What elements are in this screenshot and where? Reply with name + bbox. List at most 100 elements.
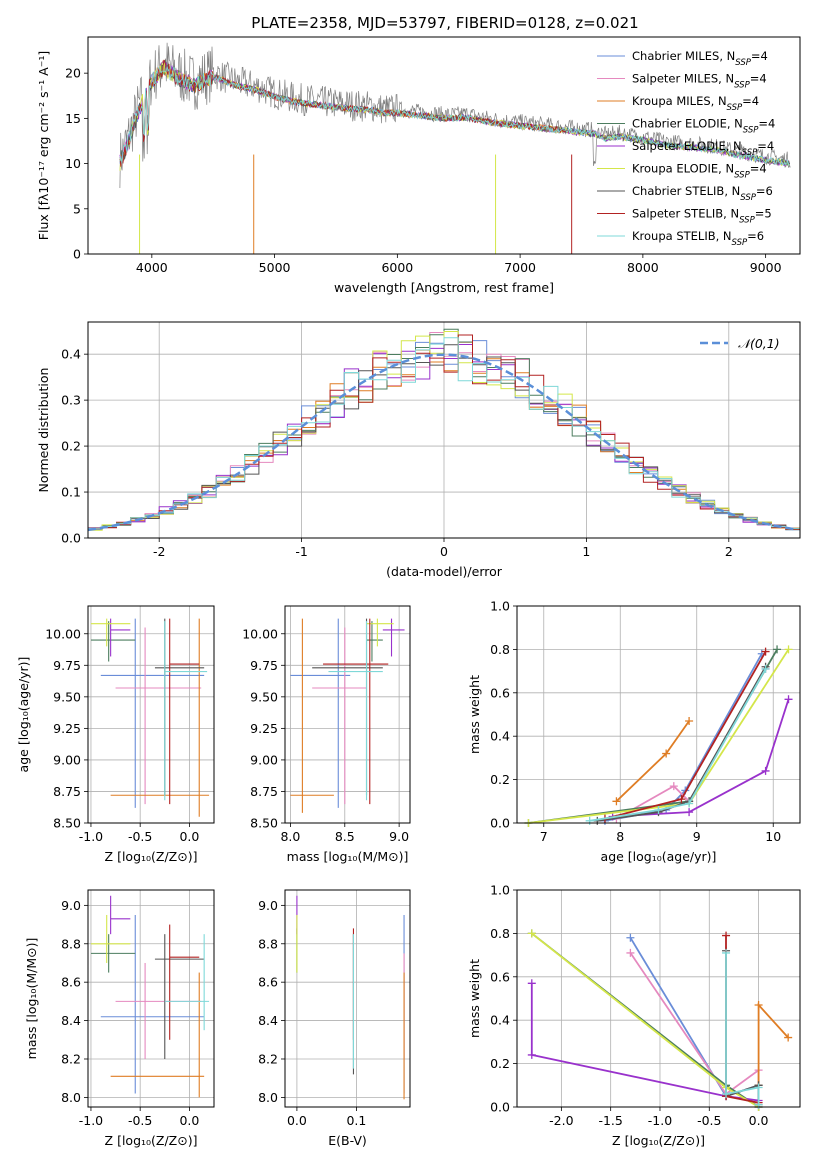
y-tick-label: 20 xyxy=(65,66,81,81)
mass-weight-marker xyxy=(754,1001,763,1010)
plot-area xyxy=(296,895,405,1100)
y-tick-label: 0.8 xyxy=(490,926,510,941)
x-tick-label: 8000 xyxy=(627,260,659,275)
legend-entry: Kroupa STELIB, NSSP=6 xyxy=(632,229,764,248)
mass-weight-marker xyxy=(761,664,770,673)
mass-weight-marker xyxy=(784,645,793,654)
mass-weight-marker xyxy=(754,1083,763,1092)
mass-weight-marker xyxy=(722,1089,731,1098)
y-tick-label: 9.75 xyxy=(53,658,81,673)
plot-area xyxy=(290,618,405,813)
y-tick-label: 8.6 xyxy=(61,975,81,990)
mass-weight-marker xyxy=(722,948,731,957)
y-tick-label: 0.0 xyxy=(490,816,510,831)
axes-residual_histogram: -2 -1 0 1 2 0.0 0.1 0.2 0.3 0.4 (data-model)/error… xyxy=(36,321,801,579)
mass-weight-marker xyxy=(527,1050,536,1059)
x-tick-label: 9000 xyxy=(750,260,782,275)
mass-weight-line xyxy=(725,952,760,1105)
y-tick-label: 9.25 xyxy=(250,721,278,736)
y-tick-label: 9.50 xyxy=(53,689,81,704)
axes-age_vs_mass: 8.0 8.5 9.0 8.50 8.75 9.00 9.25 9.50 9.75 10.00 ma… xyxy=(242,605,411,864)
y-tick-label: 8.75 xyxy=(250,784,278,799)
y-tick-label: 9.25 xyxy=(53,721,81,736)
mass-weight-marker xyxy=(685,799,694,808)
y-tick-label: 0.4 xyxy=(490,729,510,744)
mass-weight-marker xyxy=(626,933,635,942)
legend: Chabrier MILES, NSSP=4 Salpeter MILES, NS… xyxy=(597,49,775,248)
x-axis-label: age [log₁₀(age/yr)] xyxy=(601,849,717,864)
y-tick-label: 8.6 xyxy=(258,975,278,990)
y-axis-label: Flux [fλ10⁻¹⁷ erg cm⁻² s⁻¹ A⁻¹] xyxy=(36,51,51,240)
axes-frame xyxy=(284,889,411,1108)
y-tick-label: 9.0 xyxy=(61,898,81,913)
mass-weight-marker xyxy=(761,766,770,775)
mass-weight-line xyxy=(629,952,760,1107)
model-spectrum-line xyxy=(119,59,573,167)
mass-weight-marker xyxy=(784,1033,793,1042)
y-tick-label: 9.0 xyxy=(258,898,278,913)
x-tick-label: 6000 xyxy=(381,260,413,275)
axes-frame xyxy=(87,321,801,539)
y-axis-label: mass [log₁₀(M/M⊙)] xyxy=(24,938,39,1060)
axes-age_vs_Z: -1.0 -0.5 0.0 8.50 8.75 9.00 9.25 9.50 9.75 10.00… xyxy=(16,605,215,864)
x-tick-label: -0.5 xyxy=(697,1113,721,1128)
mass-weight-line xyxy=(629,937,760,1107)
y-tick-label: 10.00 xyxy=(45,626,81,641)
plot-area xyxy=(90,618,210,817)
plot-area xyxy=(88,328,800,533)
axes-mass_vs_ebv: 0.0 0.1 8.0 8.2 8.4 8.6 8.8 9.0 E(B-V) xyxy=(258,889,411,1148)
legend-entry: Chabrier MILES, NSSP=4 xyxy=(632,49,768,68)
residual-histogram-step xyxy=(88,337,800,533)
axes-massweight_vs_Z: -2.0 -1.5 -1.0 -0.5 0.0 0.0 0.2 0.4 0.6 0.8 1.0 Z [… xyxy=(467,883,801,1148)
mass-weight-marker xyxy=(527,979,536,988)
mass-weight-marker xyxy=(784,695,793,704)
x-tick-label: 8.5 xyxy=(335,829,355,844)
legend-entry: Chabrier ELODIE, NSSP=4 xyxy=(632,117,775,136)
y-tick-label: 9.00 xyxy=(250,752,278,767)
y-tick-label: 8.50 xyxy=(250,816,278,831)
mass-weight-marker xyxy=(626,948,635,957)
y-tick-label: 0.2 xyxy=(490,1056,510,1071)
axes-frame xyxy=(516,889,801,1108)
mass-weight-marker xyxy=(773,645,782,654)
x-tick-label: -2 xyxy=(153,544,165,559)
legend-entry: Kroupa ELODIE, NSSP=4 xyxy=(632,162,767,181)
axes-frame xyxy=(87,605,215,824)
y-tick-label: 8.75 xyxy=(53,784,81,799)
x-tick-label: 1 xyxy=(582,544,590,559)
plot-area xyxy=(119,42,791,254)
y-tick-label: 0.3 xyxy=(61,393,81,408)
mass-weight-line xyxy=(604,651,767,820)
mass-weight-line xyxy=(757,1002,789,1086)
normal-curve xyxy=(88,353,798,532)
x-tick-label: 0.0 xyxy=(287,1113,307,1128)
y-tick-label: 8.0 xyxy=(258,1090,278,1105)
x-tick-label: -1.0 xyxy=(79,829,103,844)
x-tick-label: 0.0 xyxy=(749,1113,769,1128)
model-spectrum-line xyxy=(119,66,790,166)
mass-weight-marker xyxy=(669,782,678,791)
y-tick-label: 8.50 xyxy=(53,816,81,831)
y-tick-label: 5 xyxy=(73,201,81,216)
y-tick-label: 1.0 xyxy=(490,599,510,614)
axes-mass_vs_Z: -1.0 -0.5 0.0 8.0 8.2 8.4 8.6 8.8 9.0 Z [log₁₀(Z/… xyxy=(24,889,215,1148)
plot-area xyxy=(527,929,793,1111)
x-tick-label: -0.5 xyxy=(128,1113,152,1128)
y-tick-label: 8.8 xyxy=(258,936,278,951)
mass-weight-marker xyxy=(662,749,671,758)
x-tick-label: 10 xyxy=(765,829,781,844)
y-tick-label: 9.50 xyxy=(250,689,278,704)
y-tick-label: 1.0 xyxy=(490,883,510,898)
x-axis-label: Z [log₁₀(Z/Z⊙)] xyxy=(612,1133,705,1148)
x-axis-label: wavelength [Angstrom, rest frame] xyxy=(334,280,554,295)
x-axis-label: Z [log₁₀(Z/Z⊙)] xyxy=(105,849,198,864)
mass-weight-marker xyxy=(585,816,594,825)
x-tick-label: -2.0 xyxy=(549,1113,573,1128)
legend-entry: Chabrier STELIB, NSSP=6 xyxy=(632,184,773,203)
mass-weight-marker xyxy=(722,931,731,940)
plot-area xyxy=(524,645,793,827)
y-tick-label: 0.6 xyxy=(490,685,510,700)
x-tick-label: 4000 xyxy=(136,260,168,275)
figure-title: PLATE=2358, MJD=53797, FIBERID=0128, z=0… xyxy=(251,14,638,32)
